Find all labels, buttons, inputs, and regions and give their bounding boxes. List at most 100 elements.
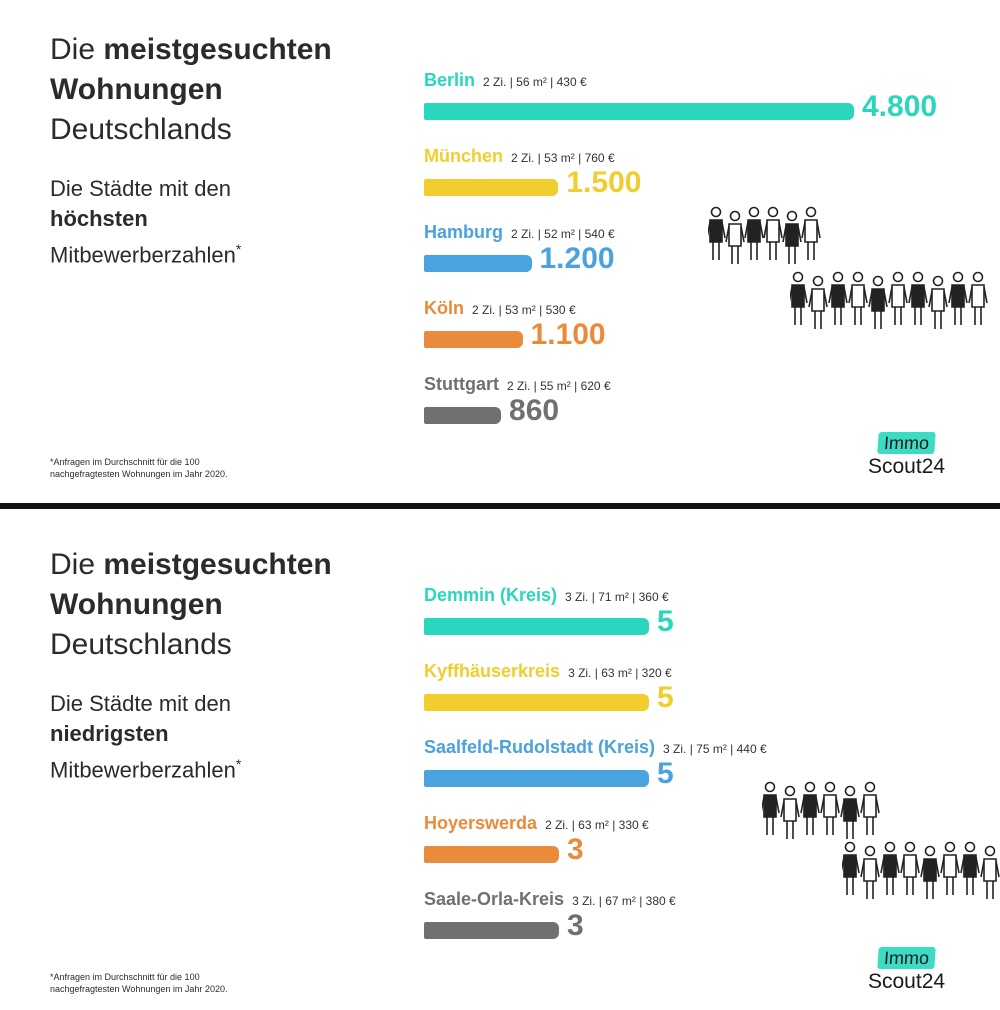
person-icon: [744, 206, 764, 260]
bar-row: Berlin 2 Zi. | 56 m² | 430 € 4.800: [424, 70, 994, 146]
bar-row: Saale-Orla-Kreis 3 Zi. | 67 m² | 380 €3: [424, 889, 994, 965]
bar-row: Saalfeld-Rudolstadt (Kreis) 3 Zi. | 75 m²…: [424, 737, 994, 813]
person-icon: [808, 275, 828, 329]
panel-highest: Die meistgesuchten Wohnungen Deutschland…: [0, 0, 1000, 495]
category-label: Hamburg: [424, 222, 504, 242]
title-line2: Wohnungen: [50, 588, 223, 621]
bar-label: Hamburg 2 Zi. | 52 m² | 540 €: [424, 222, 615, 243]
bar-row: Hamburg 2 Zi. | 52 m² | 540 €1.200: [424, 222, 994, 298]
person-icon: [968, 271, 988, 325]
bar-row: Köln 2 Zi. | 53 m² | 530 €1.100: [424, 298, 994, 374]
panel-lowest: Die meistgesuchten Wohnungen Deutschland…: [0, 515, 1000, 1010]
people-crowd-icon: [762, 780, 888, 840]
footnote-line1: *Anfragen im Durchschnitt für die 100: [50, 972, 200, 982]
subtitle: Die Städte mit den höchsten Mitbewerberz…: [50, 174, 241, 270]
title-line2: Wohnungen: [50, 73, 223, 106]
category-details: 2 Zi. | 63 m² | 330 €: [545, 818, 649, 832]
category-label: München: [424, 146, 503, 166]
person-icon: [800, 781, 820, 835]
bar-label: Hoyerswerda 2 Zi. | 63 m² | 330 €: [424, 813, 649, 834]
person-icon: [790, 271, 808, 325]
person-icon: [920, 845, 940, 899]
people-group: [842, 841, 1000, 899]
category-details: 3 Zi. | 67 m² | 380 €: [572, 894, 676, 908]
bar-row: Demmin (Kreis) 3 Zi. | 71 m² | 360 €5: [424, 585, 994, 661]
person-icon: [763, 206, 783, 260]
people-group: [762, 781, 880, 839]
bar: [424, 103, 854, 120]
people-crowd-icon: [708, 205, 828, 265]
value-label: 5: [657, 681, 674, 714]
value-label: 1.100: [530, 318, 606, 351]
category-label: Berlin: [424, 70, 476, 90]
bar-label: Demmin (Kreis) 3 Zi. | 71 m² | 360 €: [424, 585, 669, 606]
category-label: Stuttgart: [424, 374, 499, 394]
person-icon: [782, 210, 802, 264]
title-line3: Deutschlands: [50, 113, 232, 146]
bar-row: Stuttgart 2 Zi. | 55 m² | 620 €860: [424, 374, 994, 450]
person-icon: [708, 206, 726, 260]
footnote: *Anfragen im Durchschnitt für die 100 na…: [50, 971, 227, 995]
category-details: 2 Zi. | 56 m² | 430 €: [483, 75, 587, 89]
person-icon: [868, 275, 888, 329]
subtitle-line3: Mitbewerberzahlen: [50, 757, 236, 783]
footnote-line2: nachgefragtesten Wohnungen im Jahr 2020.: [50, 469, 228, 479]
bar-label: Saalfeld-Rudolstadt (Kreis) 3 Zi. | 75 m²…: [424, 737, 767, 758]
category-details: 2 Zi. | 53 m² | 530 €: [472, 303, 576, 317]
category-details: 3 Zi. | 71 m² | 360 €: [565, 590, 669, 604]
category-label: Demmin (Kreis): [424, 585, 558, 605]
value-label: 1.200: [539, 242, 615, 275]
person-icon: [860, 781, 880, 835]
people-group: [708, 206, 821, 264]
subtitle-line3: Mitbewerberzahlen: [50, 242, 236, 268]
footnote-line1: *Anfragen im Durchschnitt für die 100: [50, 457, 200, 467]
category-label: Saalfeld-Rudolstadt (Kreis): [424, 737, 656, 757]
logo-scout: Scout24: [868, 970, 946, 993]
panel-divider: [0, 495, 1000, 515]
person-icon: [842, 841, 860, 895]
bar-row: Hoyerswerda 2 Zi. | 63 m² | 330 €3: [424, 813, 994, 889]
person-icon: [860, 845, 880, 899]
person-icon: [801, 206, 821, 260]
subtitle-line1: Die Städte mit den: [50, 176, 231, 201]
bar: [424, 694, 649, 711]
page-title: Die meistgesuchten Wohnungen Deutschland…: [50, 30, 332, 150]
footnote-mark: *: [235, 241, 242, 257]
title-bold: meistgesuchten: [103, 548, 332, 581]
title-regular: Die: [50, 33, 104, 66]
person-icon: [880, 841, 900, 895]
immoscout24-logo: Immo Scout24: [868, 430, 958, 480]
bar: [424, 179, 559, 196]
subtitle-line1: Die Städte mit den: [50, 691, 231, 716]
person-icon: [888, 271, 908, 325]
person-icon: [948, 271, 968, 325]
bar: [424, 770, 649, 787]
bar: [424, 618, 649, 635]
bar: [424, 846, 559, 863]
subtitle: Die Städte mit den niedrigsten Mitbewerb…: [50, 689, 241, 785]
page-title: Die meistgesuchten Wohnungen Deutschland…: [50, 545, 332, 665]
title-regular: Die: [50, 548, 104, 581]
footnote: *Anfragen im Durchschnitt für die 100 na…: [50, 456, 227, 480]
category-label: Köln: [424, 298, 464, 318]
immoscout24-logo: Immo Scout24: [868, 945, 958, 995]
footnote-line2: nachgefragtesten Wohnungen im Jahr 2020.: [50, 984, 228, 994]
bar-row: Kyffhäuserkreis 3 Zi. | 63 m² | 320 €5: [424, 661, 994, 737]
footnote-mark: *: [235, 756, 242, 772]
bar: [424, 255, 532, 272]
bar-label: Kyffhäuserkreis 3 Zi. | 63 m² | 320 €: [424, 661, 672, 682]
person-icon: [820, 781, 840, 835]
logo-immo: Immo: [877, 947, 936, 969]
logo-scout: Scout24: [868, 455, 946, 478]
bar: [424, 922, 559, 939]
person-icon: [980, 845, 1000, 899]
people-crowd-icon: [790, 270, 996, 330]
bar-label: Saale-Orla-Kreis 3 Zi. | 67 m² | 380 €: [424, 889, 676, 910]
person-icon: [900, 841, 920, 895]
category-details: 3 Zi. | 63 m² | 320 €: [568, 666, 672, 680]
value-label: 3: [567, 909, 584, 942]
people-group: [790, 271, 988, 329]
bar: [424, 331, 523, 348]
bar-label: Köln 2 Zi. | 53 m² | 530 €: [424, 298, 576, 319]
person-icon: [908, 271, 928, 325]
